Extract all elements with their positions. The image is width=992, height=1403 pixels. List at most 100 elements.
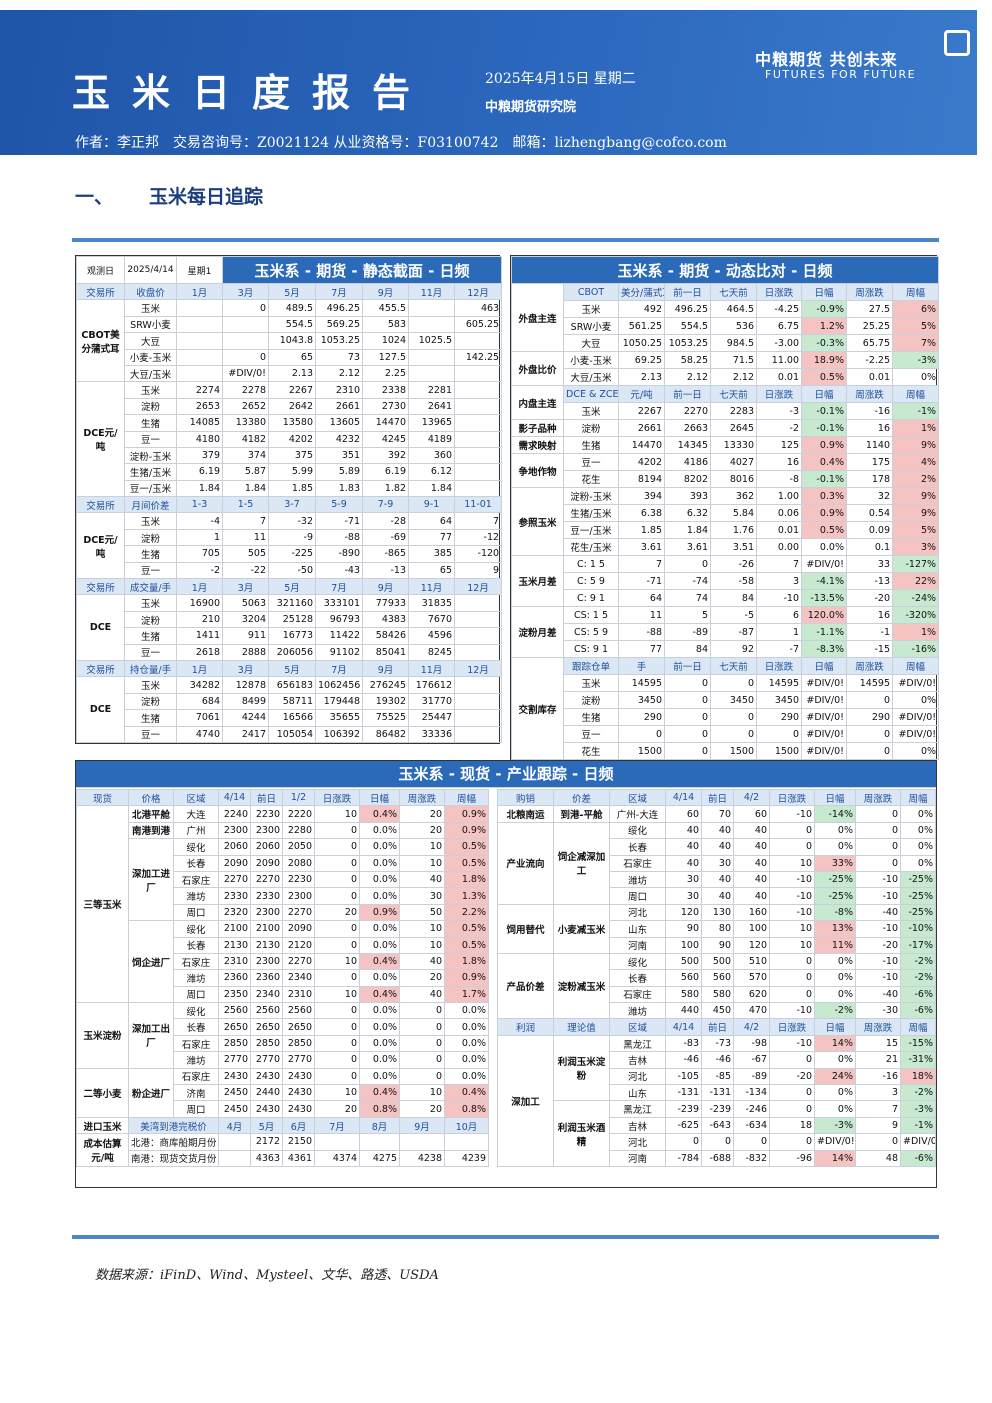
value-cell: -10 [769, 870, 815, 889]
value-cell: 1025.5 [408, 332, 455, 350]
column-header: 9月 [399, 1116, 445, 1135]
value-cell: #DIV/0! [801, 708, 847, 726]
value-cell: 10 [399, 1084, 445, 1102]
value-cell: 1053.25 [664, 334, 711, 352]
value-cell: 569.25 [315, 315, 363, 334]
row-label: 玉米 [124, 299, 177, 317]
column-header: 前日 [701, 1018, 734, 1036]
value-cell: 0.0% [444, 1018, 489, 1036]
value-cell: -3 [756, 402, 802, 420]
value-cell: 40 [665, 854, 702, 872]
value-cell [453, 332, 503, 350]
value-cell: 7 [222, 512, 269, 530]
value-cell: 0.0% [359, 920, 400, 938]
value-cell: 1.3% [444, 887, 489, 905]
table-row: 长春 2090 2090 2080 0 0.0% 10 0.5% [77, 854, 489, 872]
row-label: 潍坊 [173, 887, 219, 905]
value-cell: #DIV/0! [801, 691, 847, 709]
row-label: 生猪 [124, 414, 177, 432]
row-label: 北港：商库船期月份 [128, 1133, 219, 1151]
value-cell: 2274 [176, 381, 223, 399]
value-cell: -2.25 [846, 351, 893, 369]
value-cell: 2120 [282, 936, 315, 954]
value-cell: 0 [314, 936, 360, 954]
value-cell: 2560 [218, 1002, 251, 1020]
group-label: 交割库存 [511, 657, 564, 760]
value-cell: 4374 [314, 1149, 360, 1167]
value-cell: -10 [769, 1034, 815, 1053]
column-header: 1月 [176, 578, 223, 596]
value-cell: 7670 [408, 610, 455, 629]
row-label: 花生 [563, 470, 619, 488]
table-row: 豆一 2618 2888 206056 91102 85041 8245 [77, 643, 503, 661]
group-label: 玉米淀粉 [76, 1002, 129, 1069]
column-header: 11月 [408, 659, 455, 678]
column-header: 日幅 [801, 385, 847, 403]
row-label: 潍坊 [173, 1051, 219, 1069]
column-header: 3月 [222, 282, 269, 301]
value-cell: 560 [665, 969, 702, 987]
value-cell: 120.0% [801, 606, 847, 624]
table-row: 豆一 4740 2417 105054 106392 86482 33336 [77, 725, 503, 743]
column-header: 周涨跌 [399, 788, 445, 807]
value-cell: -239 [665, 1100, 702, 1118]
value-cell [314, 1133, 360, 1151]
column-header: 理论值 [553, 1018, 610, 1036]
value-cell: 2310 [218, 952, 251, 971]
row-label: 豆一/玉米 [124, 479, 177, 498]
value-cell: 3 [756, 572, 802, 590]
value-cell: 333101 [315, 594, 363, 612]
value-cell: 560 [701, 969, 734, 987]
slogan: FUTURES FOR FUTURE [765, 68, 917, 81]
column-header: 日涨跌 [314, 788, 360, 807]
value-cell: 90 [701, 936, 734, 954]
table-row: 山东 90 80 100 10 13% -10 -10% [498, 920, 936, 938]
column-header: 4/14 [218, 788, 251, 807]
value-cell: -0.1% [801, 402, 847, 420]
column-header: 9-1 [408, 496, 455, 514]
value-cell: 60 [733, 805, 770, 823]
value-cell: -85 [701, 1067, 734, 1086]
table-row: 淀粉-玉米 379 374 375 351 392 360 [77, 446, 503, 465]
value-cell: 13% [814, 920, 856, 938]
value-cell: 14085 [176, 414, 223, 432]
value-cell: 605.25 [453, 315, 503, 334]
group-label: 需求映射 [511, 436, 564, 454]
value-cell: 2450 [218, 1084, 251, 1102]
column-header: 区域 [609, 1018, 666, 1036]
value-cell: 90 [665, 920, 702, 938]
column-header: 1月 [176, 659, 223, 678]
value-cell: 3450 [618, 691, 665, 709]
value-cell: 0.0% [359, 936, 400, 954]
value-cell [218, 1149, 251, 1167]
value-cell: 92 [710, 640, 757, 658]
value-cell: 5.99 [268, 463, 316, 481]
value-cell: 1.84 [222, 479, 269, 498]
value-cell: 1.84 [664, 521, 711, 539]
value-cell [176, 348, 223, 366]
row-label: 长春 [609, 969, 666, 987]
value-cell: 360 [408, 446, 455, 465]
value-cell: 0 [399, 1034, 445, 1053]
value-cell [444, 1133, 489, 1151]
value-cell: 6.19 [176, 463, 223, 481]
column-header: 区域 [609, 788, 666, 807]
value-cell: 3.61 [618, 538, 665, 556]
row-label: 玉米 [563, 300, 619, 318]
divider [72, 238, 939, 242]
value-cell: 2888 [222, 643, 269, 661]
value-cell: 2.12 [710, 368, 757, 386]
value-cell: 1500 [710, 742, 757, 760]
table-row: 周口 2350 2340 2310 10 0.4% 40 1.7% [77, 985, 489, 1004]
column-header: 区域 [173, 788, 219, 807]
value-cell: 1 [176, 528, 223, 547]
column-header: 7月 [315, 578, 363, 596]
value-cell: 210 [176, 610, 223, 629]
row-label: 石家庄 [173, 870, 219, 889]
column-header: 3月 [222, 659, 269, 678]
value-cell: -120 [453, 545, 503, 563]
column-header: 4/2 [733, 1018, 770, 1036]
column-header: 周涨跌 [855, 1018, 901, 1036]
value-cell: 0.8% [359, 1100, 400, 1118]
group-label: CBOT美分蒲式耳 [76, 299, 125, 383]
